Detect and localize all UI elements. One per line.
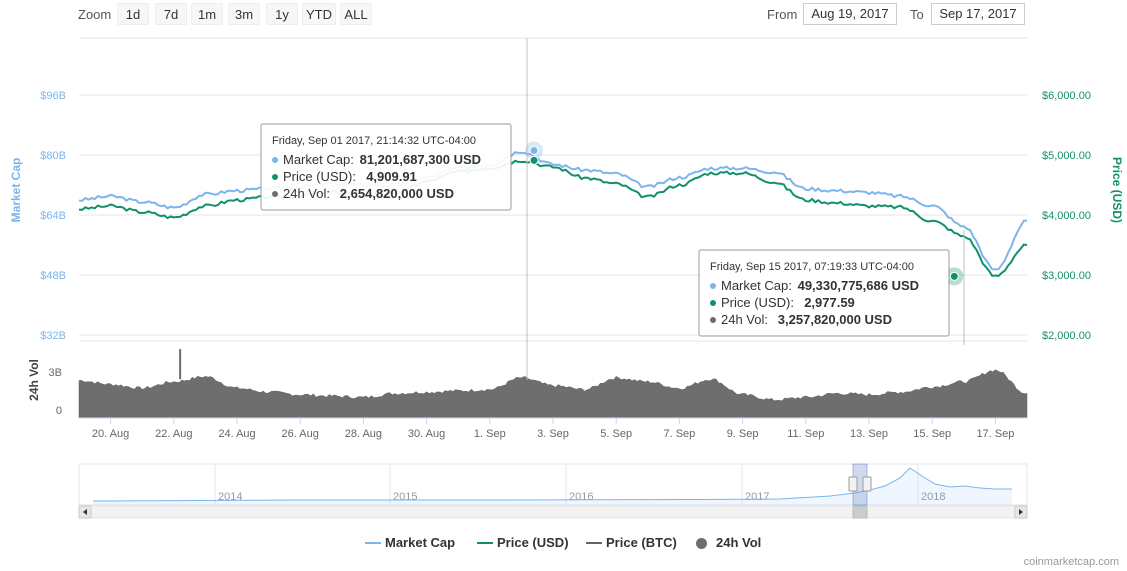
left-axis-tick-label: $80B bbox=[40, 150, 66, 162]
to-date-input[interactable]: Sep 17, 2017 bbox=[931, 3, 1025, 25]
tooltip-row-value: 3,257,820,000 USD bbox=[778, 312, 892, 327]
scrollbar-thumb[interactable] bbox=[852, 505, 868, 519]
x-axis-tick-label: 11. Sep bbox=[787, 428, 824, 440]
tooltip-row-value: 2,654,820,000 USD bbox=[340, 186, 454, 201]
tooltip-row-label: Market Cap: bbox=[721, 278, 792, 293]
legend-item-market-cap[interactable]: Market Cap bbox=[365, 534, 470, 554]
chart-legend: Market Cap Price (USD) Price (BTC) 24h V… bbox=[0, 534, 1127, 554]
right-axis-tick-label: $6,000.00 bbox=[1042, 90, 1091, 102]
x-axis-tick-label: 7. Sep bbox=[663, 428, 695, 440]
from-label: From bbox=[767, 7, 798, 22]
left-axis-tick-label: $96B bbox=[40, 90, 66, 102]
from-date-input[interactable]: Aug 19, 2017 bbox=[803, 3, 897, 25]
x-axis-tick-label: 3. Sep bbox=[537, 428, 569, 440]
left-axis-title: Market Cap bbox=[9, 158, 23, 223]
zoom-7d-button[interactable]: 7d bbox=[155, 3, 187, 25]
tooltip-row-label: Market Cap: bbox=[283, 152, 354, 167]
tooltip-row-dot bbox=[272, 191, 278, 197]
right-axis-tick-label: $4,000.00 bbox=[1042, 210, 1091, 222]
tooltip-row-label: 24h Vol: bbox=[283, 186, 330, 201]
right-axis-tick-label: $5,000.00 bbox=[1042, 150, 1091, 162]
left-axis-tick-label: $48B bbox=[40, 270, 66, 282]
navigator-handle-left[interactable] bbox=[848, 476, 858, 492]
tooltip-row-label: Price (USD): bbox=[283, 169, 356, 184]
to-label: To bbox=[910, 7, 924, 22]
x-axis-tick-label: 30. Aug bbox=[408, 428, 445, 440]
volume-area bbox=[78, 369, 1028, 419]
chevron-right-icon bbox=[1019, 509, 1023, 515]
navigator-handle-right[interactable] bbox=[862, 476, 872, 492]
tooltip-row-dot bbox=[272, 174, 278, 180]
zoom-3m-button[interactable]: 3m bbox=[228, 3, 260, 25]
tooltip-box bbox=[260, 123, 512, 211]
tooltip-row-value: 81,201,687,300 USD bbox=[360, 152, 481, 167]
volume-axis-tick-label: 0 bbox=[56, 405, 62, 417]
navigator-year-label: 2018 bbox=[921, 491, 945, 503]
chevron-left-icon bbox=[83, 509, 87, 515]
right-axis-tick-label: $2,000.00 bbox=[1042, 330, 1091, 342]
right-axis-tick-label: $3,000.00 bbox=[1042, 270, 1091, 282]
zoom-1y-button[interactable]: 1y bbox=[266, 3, 298, 25]
tooltip-row-dot bbox=[710, 283, 716, 289]
x-axis-tick-label: 26. Aug bbox=[282, 428, 319, 440]
tooltip-sep-15: Friday, Sep 15 2017, 07:19:33 UTC-04:00 M… bbox=[698, 249, 950, 337]
navigator-year-label: 2017 bbox=[745, 491, 769, 503]
left-axis-tick-label: $32B bbox=[40, 330, 66, 342]
x-axis-tick-label: 22. Aug bbox=[155, 428, 192, 440]
tooltip-row-label: 24h Vol: bbox=[721, 312, 768, 327]
x-axis-tick-label: 13. Sep bbox=[850, 428, 888, 440]
x-axis-tick-label: 1. Sep bbox=[474, 428, 506, 440]
tooltip-row-value: 2,977.59 bbox=[804, 295, 855, 310]
right-axis-title: Price (USD) bbox=[1110, 157, 1124, 223]
tooltip-box bbox=[698, 249, 950, 337]
tooltip-sep-01: Friday, Sep 01 2017, 21:14:32 UTC-04:00 M… bbox=[260, 123, 512, 211]
legend-item-price-btc[interactable]: Price (BTC) bbox=[586, 534, 691, 554]
legend-label-24h-vol: 24h Vol bbox=[716, 535, 762, 550]
zoom-1d-button[interactable]: 1d bbox=[117, 3, 149, 25]
legend-item-price-usd[interactable]: Price (USD) bbox=[477, 534, 582, 554]
tooltip-row-value: 4,909.91 bbox=[366, 169, 417, 184]
hover-point-market-cap bbox=[529, 146, 539, 155]
zoom-label: Zoom bbox=[78, 7, 112, 22]
x-axis-tick-label: 20. Aug bbox=[92, 428, 129, 440]
legend-dot-24h-vol bbox=[696, 538, 707, 549]
zoom-ytd-button[interactable]: YTD bbox=[302, 3, 336, 25]
tooltip-row-dot bbox=[710, 317, 716, 323]
tooltip-title: Friday, Sep 15 2017, 07:19:33 UTC-04:00 bbox=[710, 261, 914, 273]
x-axis-tick-label: 17. Sep bbox=[976, 428, 1014, 440]
x-axis-tick-label: 15. Sep bbox=[913, 428, 951, 440]
tooltip-row-value: 49,330,775,686 USD bbox=[798, 278, 919, 293]
price-chart[interactable]: $32B $48B $64B $80B $96B Market Cap $2,000.00 $… bbox=[0, 0, 1127, 530]
x-axis-tick-label: 28. Aug bbox=[345, 428, 382, 440]
tooltip-row-dot bbox=[710, 300, 716, 306]
hover-point-price bbox=[949, 271, 959, 281]
volume-axis-tick-label: 3B bbox=[49, 367, 62, 379]
left-axis-tick-label: $64B bbox=[40, 210, 66, 222]
navigator-series-line bbox=[92, 467, 1012, 502]
navigator-series-area bbox=[93, 468, 1012, 505]
credits-link[interactable]: coinmarketcap.com bbox=[1023, 556, 1119, 568]
volume-axis-title: 24h Vol bbox=[27, 359, 41, 401]
legend-item-24h-vol[interactable]: 24h Vol bbox=[696, 534, 786, 554]
legend-swatch-market-cap bbox=[365, 542, 381, 544]
tooltip-row-dot bbox=[272, 157, 278, 163]
hover-point-price bbox=[529, 155, 539, 165]
zoom-all-button[interactable]: ALL bbox=[340, 3, 372, 25]
legend-swatch-price-btc bbox=[586, 542, 602, 544]
tooltip-row-label: Price (USD): bbox=[721, 295, 794, 310]
x-axis-tick-label: 5. Sep bbox=[600, 428, 632, 440]
zoom-1m-button[interactable]: 1m bbox=[191, 3, 223, 25]
legend-label-market-cap: Market Cap bbox=[385, 535, 456, 550]
tooltip-title: Friday, Sep 01 2017, 21:14:32 UTC-04:00 bbox=[272, 135, 476, 147]
x-axis-tick-label: 24. Aug bbox=[218, 428, 255, 440]
price-usd-line bbox=[78, 159, 1028, 277]
legend-label-price-usd: Price (USD) bbox=[497, 535, 569, 550]
legend-label-price-btc: Price (BTC) bbox=[606, 535, 677, 550]
legend-swatch-price-usd bbox=[477, 542, 493, 544]
scrollbar-track[interactable] bbox=[78, 505, 1028, 519]
x-axis-tick-label: 9. Sep bbox=[727, 428, 759, 440]
market-cap-line bbox=[78, 151, 1028, 271]
